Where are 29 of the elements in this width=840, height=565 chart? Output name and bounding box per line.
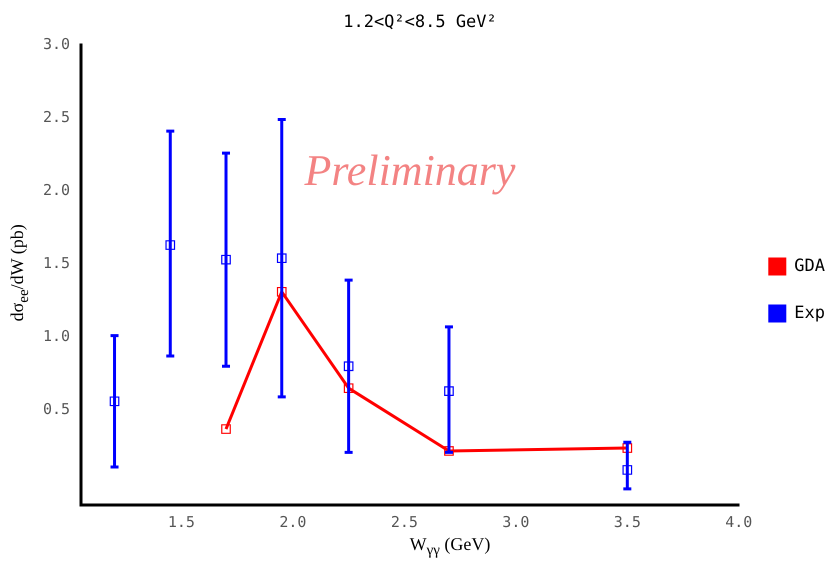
- point: [276, 286, 287, 297]
- y-tick-label: 1.0: [43, 326, 70, 345]
- point: [444, 446, 454, 456]
- point: [344, 383, 354, 394]
- y-tick-label: 0.5: [43, 400, 70, 418]
- point: [444, 386, 454, 396]
- x-tick-label: 4.0: [725, 512, 752, 531]
- y-tick-label: 2.0: [43, 180, 70, 199]
- y-tick-label: 3.0: [43, 34, 70, 53]
- x-axis-title: W$_{γγ}$ (GeV): [408, 534, 492, 560]
- chart-title: 1.2<Q²<8.5 GeV²: [342, 12, 498, 32]
- x-tick-label: 3.5: [614, 512, 641, 531]
- legend-label: GDA: [794, 256, 826, 276]
- point: [221, 254, 231, 265]
- x-tick-label: 2.5: [390, 512, 418, 531]
- point: [165, 240, 176, 250]
- annotation: Preliminary: [303, 146, 516, 195]
- legend-label: Exp: [794, 302, 826, 323]
- y-tick-label: 2.5: [43, 108, 70, 126]
- x-tick-label: 1.5: [168, 512, 195, 531]
- y-tick-label: 1.5: [43, 254, 70, 272]
- point: [110, 396, 120, 406]
- point: [622, 443, 632, 453]
- point: [221, 424, 231, 434]
- point: [276, 253, 287, 264]
- point: [344, 361, 354, 372]
- x-tick-label: 2.0: [279, 512, 306, 531]
- point: [622, 465, 632, 475]
- x-tick-label: 3.0: [502, 512, 530, 531]
